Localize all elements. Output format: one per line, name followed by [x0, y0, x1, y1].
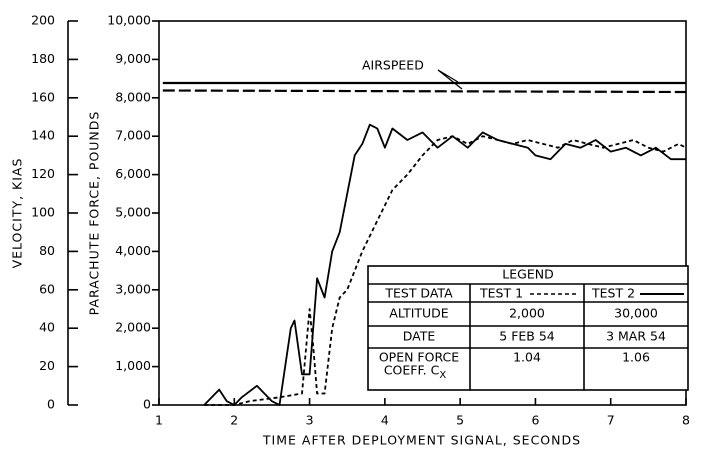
legend-cell: 5 FEB 54 [499, 329, 555, 344]
x-tick-label: 5 [456, 413, 464, 428]
legend-header: TEST DATA [384, 286, 453, 301]
x-tick-label: 1 [155, 413, 163, 428]
x-axis-title: TIME AFTER DEPLOYMENT SIGNAL, SECONDS [262, 433, 581, 448]
x-tick-label: 7 [607, 413, 615, 428]
y-tick-label: 9,000 [115, 51, 151, 66]
legend-cell: 1.06 [622, 350, 650, 365]
y2-tick-label: 100 [31, 205, 55, 220]
x-tick-label: 2 [230, 413, 238, 428]
force-line [203, 123, 686, 406]
y-tick-label: 7,000 [115, 128, 151, 143]
y2-tick-label: 0 [47, 397, 55, 412]
y-tick-label: 5,000 [115, 205, 151, 220]
legend-cell: 30,000 [614, 306, 658, 321]
y2-tick-label: 60 [39, 281, 55, 296]
y-tick-label: 0 [143, 397, 151, 412]
legend-entry: TEST 1 [479, 286, 523, 301]
x-tick-label: 8 [682, 413, 690, 428]
y-tick-label: 1,000 [115, 358, 151, 373]
legend-row-label: COEFF. CX [384, 363, 447, 382]
y-tick-label: 2,000 [115, 320, 151, 335]
x-tick-label: 4 [381, 413, 389, 428]
y2-tick-label: 120 [31, 166, 55, 181]
legend-entry: TEST 2 [591, 286, 635, 301]
y2-tick-label: 20 [39, 358, 55, 373]
annotation: AIRSPEED [362, 58, 424, 73]
legend-row-label: DATE [403, 329, 436, 344]
y-tick-label: 10,000 [107, 13, 151, 28]
y-tick-label: 8,000 [115, 89, 151, 104]
y2-tick-label: 140 [31, 128, 55, 143]
legend-subscript: X [439, 370, 446, 381]
y2-tick-label: 180 [31, 51, 55, 66]
y2-tick-label: 200 [31, 13, 55, 28]
legend-title: LEGEND [502, 267, 553, 282]
x-tick-label: 3 [306, 413, 314, 428]
y2-tick-label: 160 [31, 89, 55, 104]
legend-cell: 2,000 [509, 306, 545, 321]
legend-row-label: OPEN FORCE [379, 350, 459, 365]
annotation-arrow [437, 69, 463, 90]
y-tick-label: 6,000 [115, 166, 151, 181]
y2-tick-label: 80 [39, 243, 55, 258]
legend-cell: 3 MAR 54 [606, 329, 666, 344]
force-line [204, 135, 687, 406]
y2-tick-label: 40 [39, 320, 55, 335]
y2-axis-title: VELOCITY, KIAS [10, 158, 25, 269]
y-axis-title: PARACHUTE FORCE, POUNDS [87, 111, 102, 316]
x-tick-label: 6 [531, 413, 539, 428]
y-tick-label: 3,000 [115, 281, 151, 296]
y-tick-label: 4,000 [115, 243, 151, 258]
legend-row-label: ALTITUDE [389, 306, 449, 321]
airspeed-line [162, 89, 687, 94]
legend-box [367, 265, 689, 391]
legend-cell: 1.04 [513, 350, 541, 365]
